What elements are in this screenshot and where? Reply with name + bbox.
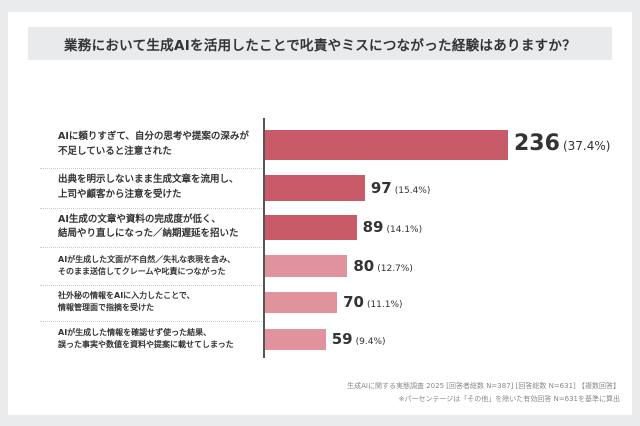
category-label: 出典を明示しないまま生成文章を流用し、 上司や顧客から注意を受けた xyxy=(58,174,239,200)
category-label: AIに頼りすぎて、自分の思考や提案の深みが 不足していると注意された xyxy=(58,131,249,157)
row-separator xyxy=(40,247,262,248)
data-label: 80 (12.7%) xyxy=(353,257,413,275)
chart-title: 業務において生成AIを活用したことで叱責やミスにつながった経験はありますか？ xyxy=(28,27,612,60)
data-label: 70 (11.1%) xyxy=(343,293,403,311)
data-label: 89 (14.1%) xyxy=(363,218,423,236)
category-label: AIが生成した情報を確認せず使った結果、 誤った事実や数値を資料や提案に載せてし… xyxy=(58,328,234,350)
bar xyxy=(265,175,365,201)
row-separator xyxy=(40,208,262,209)
bar xyxy=(265,255,348,277)
percent-label: (11.1%) xyxy=(366,300,403,311)
row-separator xyxy=(40,321,262,322)
category-label: AIが生成した文面が不自然／失礼な表現を含み、 そのまま送信してクレームや叱責に… xyxy=(58,254,236,276)
percent-label: (37.4%) xyxy=(562,139,611,154)
value-label: 80 xyxy=(353,256,375,275)
row-separator xyxy=(40,285,262,286)
value-label: 236 xyxy=(514,131,560,157)
percent-label: (9.4%) xyxy=(355,337,386,348)
data-label: 59 (9.4%) xyxy=(332,330,386,348)
percent-label: (15.4%) xyxy=(394,185,431,196)
data-label: 236 (37.4%) xyxy=(514,131,610,156)
footnote-percentage: ※パーセンテージは「その他」を除いた有効回答 N=631を基準に算出 xyxy=(398,395,620,403)
bar xyxy=(265,130,508,160)
y-axis-line xyxy=(263,118,265,358)
footnote-survey: 生成AIに関する実態調査 2025 [回答者総数 N=387] [回答総数 N=… xyxy=(347,382,620,390)
percent-label: (14.1%) xyxy=(386,225,423,236)
value-label: 59 xyxy=(331,330,353,349)
value-label: 89 xyxy=(362,218,384,237)
data-label: 97 (15.4%) xyxy=(371,179,431,197)
category-label: 社外秘の情報をAIに入力したことで、 情報管理面で指摘を受けた xyxy=(58,291,195,313)
value-label: 70 xyxy=(343,293,364,312)
bar xyxy=(265,329,326,350)
bar xyxy=(265,292,338,313)
category-label: AI生成の文章や資料の完成度が低く、 結局やり直しになった／納期遅延を招いた xyxy=(58,213,239,240)
value-label: 97 xyxy=(370,178,392,197)
bar xyxy=(265,215,357,240)
percent-label: (12.7%) xyxy=(377,263,413,274)
row-separator xyxy=(40,168,262,169)
